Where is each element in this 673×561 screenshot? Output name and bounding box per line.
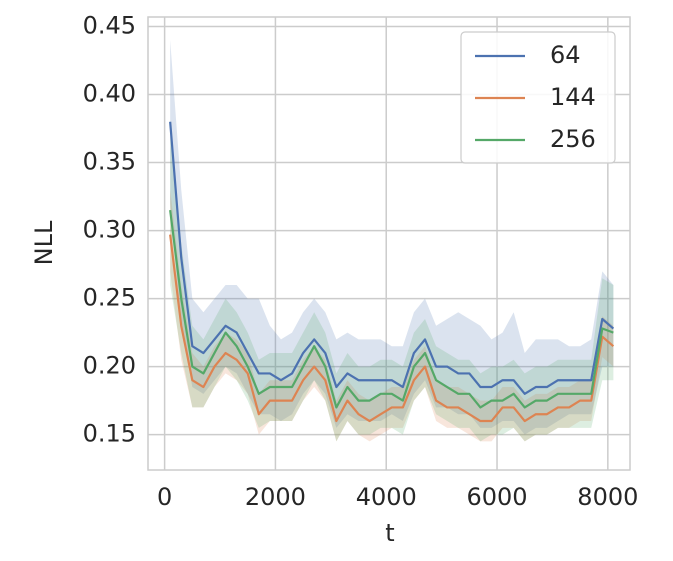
y-tick-label: 0.40 [83,80,136,108]
y-tick-label: 0.15 [83,420,136,448]
y-tick-label: 0.45 [83,12,136,40]
confidence-band [170,135,614,442]
line [169,121,615,395]
legend-label: 144 [550,83,596,111]
x-axis-label: t [385,519,394,547]
line [169,234,615,423]
x-tick-label: 0 [157,483,172,511]
line [169,210,614,409]
confidence-band [170,189,614,442]
plot-frame [147,16,631,471]
legend-box [460,31,616,164]
legend-label: 256 [550,125,596,153]
y-tick-label: 0.30 [83,216,136,244]
legend-label: 64 [550,41,581,69]
confidence-band [170,40,614,435]
x-tick-label: 6000 [466,483,527,511]
x-tick-label: 2000 [245,483,306,511]
y-tick-label: 0.20 [83,352,136,380]
y-tick-label: 0.35 [83,148,136,176]
x-tick-label: 8000 [577,483,638,511]
y-axis-label: NLL [30,220,58,265]
y-tick-label: 0.25 [83,284,136,312]
x-tick-label: 4000 [356,483,417,511]
